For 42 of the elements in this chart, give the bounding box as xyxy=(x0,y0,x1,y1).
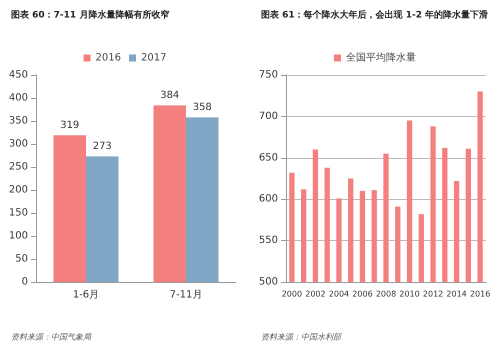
y-tick-label: 250 xyxy=(8,162,28,172)
x-tick-label: 2004 xyxy=(328,290,350,298)
chart-title: 图表 60：7-11 月降水量降幅有所收窄 xyxy=(11,10,170,20)
y-tick-label: 650 xyxy=(258,152,278,164)
x-tick-label: 2002 xyxy=(305,290,326,298)
legend-label: 2017 xyxy=(141,52,166,64)
bar xyxy=(154,105,186,282)
y-tick-label: 750 xyxy=(258,70,278,80)
y-tick-label: 500 xyxy=(258,276,278,288)
x-tick-label: 2010 xyxy=(399,290,420,298)
y-tick-label: 200 xyxy=(8,184,28,196)
text: 资料来源：中国水利部 xyxy=(261,332,342,342)
data-label: 358 xyxy=(192,102,212,113)
x-tick-label: 7-11月 xyxy=(170,290,202,300)
y-tick-label: 100 xyxy=(8,230,28,242)
y-tick-label: 0 xyxy=(22,276,28,288)
data-label: 384 xyxy=(160,90,180,101)
bar xyxy=(186,117,218,282)
x-tick-label: 2016 xyxy=(470,290,490,298)
text: 资料来源：中国气象局 xyxy=(11,332,92,342)
y-tick-label: 50 xyxy=(15,254,28,264)
x-tick-label: 1-6月 xyxy=(72,290,100,300)
y-tick-label: 350 xyxy=(8,116,28,126)
y-tick-label: 450 xyxy=(8,70,28,80)
legend-label: 2016 xyxy=(96,52,122,64)
chart-title: 图表 61：每个降水大年后，会出现 1-2 年的降水量下滑 xyxy=(261,10,488,20)
data-label: 319 xyxy=(60,120,80,131)
y-tick-label: 300 xyxy=(8,138,28,150)
x-tick-label: 2000 xyxy=(282,290,302,298)
y-tick-label: 400 xyxy=(8,92,28,104)
legend-label: 全国平均降水量 xyxy=(346,52,416,64)
x-tick-label: 2006 xyxy=(352,290,373,298)
y-tick-label: 700 xyxy=(258,110,278,122)
y-tick-label: 550 xyxy=(258,235,278,246)
bar xyxy=(54,135,86,282)
y-tick-label: 150 xyxy=(8,208,28,218)
data-label: 273 xyxy=(92,140,112,152)
x-tick-label: 2014 xyxy=(446,290,467,298)
bar xyxy=(86,156,118,282)
x-tick-label: 2012 xyxy=(422,290,444,298)
x-tick-label: 2008 xyxy=(376,290,396,298)
y-tick-label: 600 xyxy=(258,194,278,205)
